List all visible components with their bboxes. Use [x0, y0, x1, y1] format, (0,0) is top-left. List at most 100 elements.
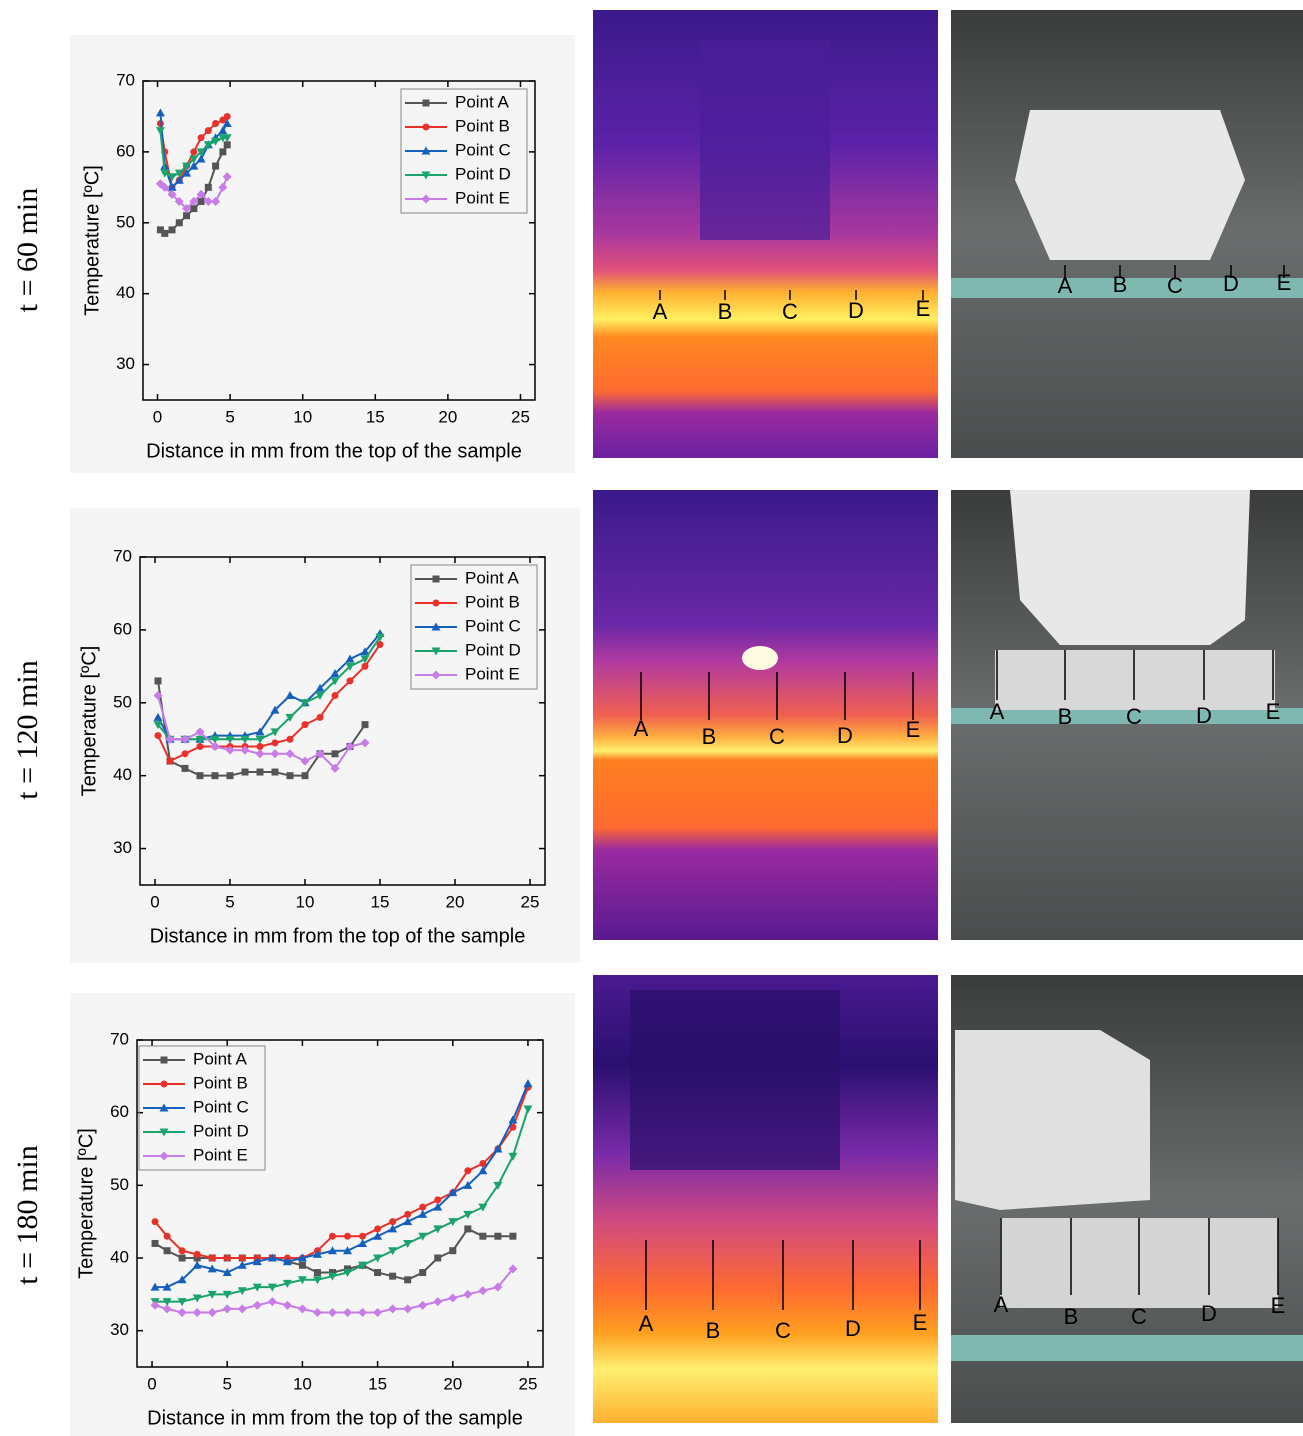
data-point [433, 1297, 443, 1307]
y-axis-label: Temperature [ºC] [75, 1128, 97, 1279]
data-point [312, 1308, 322, 1317]
data-point [177, 1298, 187, 1307]
data-point [331, 750, 339, 758]
data-point [218, 182, 228, 192]
data-point [464, 1167, 472, 1175]
data-point [208, 1254, 216, 1262]
legend-label: Point A [193, 1049, 248, 1068]
x-tick-label: 10 [293, 407, 312, 426]
data-point [286, 735, 294, 743]
data-point [222, 1304, 232, 1314]
data-point [508, 1264, 518, 1274]
row-label: t = 60 min [11, 188, 44, 312]
legend-marker [422, 123, 430, 131]
data-point [195, 727, 205, 737]
data-point [328, 1269, 336, 1277]
data-point [211, 197, 221, 207]
data-point [448, 1293, 458, 1303]
legend-label: Point E [465, 664, 520, 683]
point-label: B [706, 1318, 721, 1343]
data-point [389, 1272, 397, 1280]
data-point [193, 1254, 201, 1262]
data-point [360, 655, 370, 664]
data-point [150, 1282, 160, 1291]
legend-label: Point E [455, 188, 510, 207]
data-point [192, 1294, 202, 1303]
data-point [196, 772, 204, 780]
legend-label: Point C [465, 616, 521, 635]
data-point [204, 127, 212, 135]
legend-label: Point D [465, 640, 521, 659]
point-label: C [1126, 704, 1142, 729]
printhead [1010, 490, 1250, 645]
data-point [285, 713, 295, 722]
data-point [255, 735, 265, 744]
data-point [166, 757, 174, 765]
data-point [360, 647, 370, 656]
data-point [344, 1232, 352, 1240]
data-point [434, 1254, 442, 1262]
point-label: E [1271, 1293, 1286, 1318]
data-point [493, 1282, 503, 1292]
data-point [403, 1217, 413, 1226]
data-point [174, 197, 184, 207]
data-point [508, 1152, 518, 1161]
data-point [494, 1232, 502, 1240]
bed [951, 708, 1303, 724]
data-point [388, 1247, 398, 1256]
data-point [153, 721, 163, 730]
data-point [434, 1196, 442, 1204]
data-point [223, 141, 231, 149]
y-tick-label: 30 [116, 354, 135, 373]
point-label: E [906, 717, 921, 742]
row-label: t = 120 min [11, 660, 44, 799]
legend-box [400, 88, 528, 214]
data-point [313, 1269, 321, 1277]
data-point [207, 1264, 217, 1273]
data-point [373, 1308, 383, 1317]
data-point [267, 1253, 277, 1262]
legend-label: Point B [193, 1073, 248, 1092]
data-point [256, 743, 264, 751]
data-point [478, 1203, 488, 1212]
x-axis-label: Distance in mm from the top of the sampl… [147, 1407, 523, 1429]
data-point [330, 669, 340, 678]
x-tick-label: 5 [225, 407, 234, 426]
data-point [207, 1308, 217, 1317]
data-point [359, 1232, 367, 1240]
thermal-image [593, 490, 938, 940]
data-point [219, 148, 227, 156]
data-point [212, 162, 220, 170]
printhead [1015, 110, 1245, 260]
data-point [312, 1249, 322, 1258]
data-point [448, 1188, 458, 1197]
y-tick-label: 40 [116, 283, 135, 302]
axes-box [139, 556, 546, 886]
data-point [300, 699, 310, 708]
data-point [360, 738, 370, 748]
data-point [182, 204, 192, 214]
data-point [174, 175, 184, 184]
data-point [343, 1308, 353, 1317]
data-point [225, 745, 235, 755]
axes-box [142, 80, 536, 401]
data-point [189, 155, 199, 164]
point-label: C [782, 299, 798, 324]
data-point [358, 1261, 368, 1270]
point-label: C [1167, 273, 1183, 298]
data-point [180, 734, 190, 744]
data-point [155, 127, 165, 136]
data-point [151, 1218, 159, 1226]
data-point [222, 119, 232, 128]
data-point [376, 640, 384, 648]
data-point [312, 1276, 322, 1285]
data-point [222, 1268, 232, 1277]
data-point [316, 713, 324, 721]
data-point [222, 134, 232, 143]
legend-marker [431, 670, 441, 680]
data-point [346, 677, 354, 685]
data-point [168, 226, 176, 234]
data-point [493, 1144, 503, 1153]
data-point [175, 219, 183, 227]
y-tick-label: 50 [116, 212, 135, 231]
